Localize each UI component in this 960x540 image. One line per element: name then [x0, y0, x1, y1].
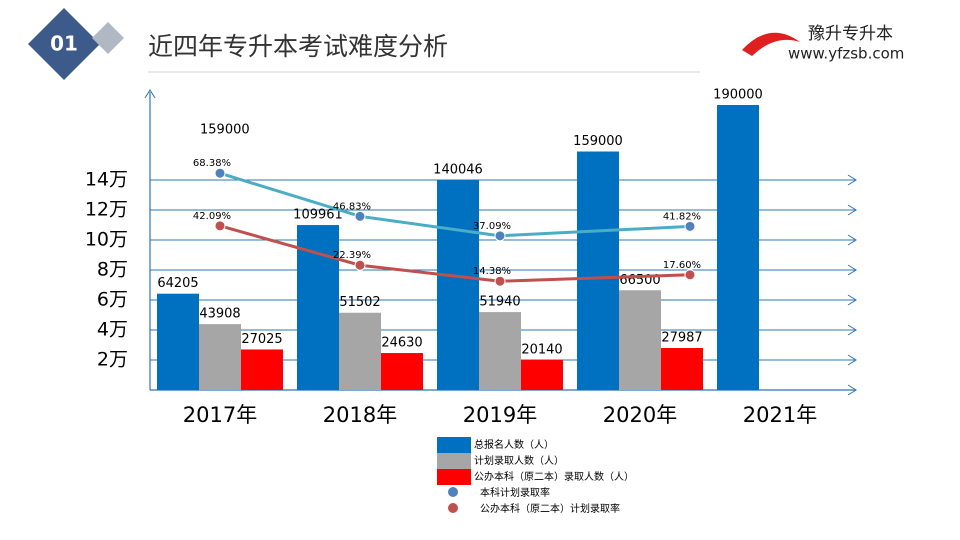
x-tick-label: 2017年 — [183, 403, 257, 427]
x-tick-label: 2019年 — [463, 403, 537, 427]
y-axis-arrow — [144, 89, 156, 99]
bar — [339, 312, 381, 390]
grid-arrow — [847, 324, 857, 336]
badge-diamond — [28, 8, 100, 80]
legend-swatch — [448, 503, 458, 513]
line-value-label: 42.09% — [193, 211, 231, 222]
bar-value-label: 51940 — [479, 295, 520, 310]
legend-label: 公办本科（原二本）录取人数（人） — [474, 470, 634, 483]
legend-label: 总报名人数（人） — [474, 438, 554, 451]
bar-value-label: 109961 — [293, 208, 343, 223]
y-tick-label: 6万 — [97, 289, 128, 311]
bar-value-label: 27025 — [241, 332, 282, 347]
bar-value-label: 64205 — [157, 276, 198, 291]
bar-value-label: 20140 — [521, 342, 562, 357]
line-marker — [214, 220, 226, 232]
logo-url: www.yfzsb.com — [788, 45, 904, 63]
y-tick-label: 4万 — [97, 319, 128, 341]
badge-deco — [92, 22, 124, 54]
grid-arrow — [847, 354, 857, 366]
legend-swatch — [437, 437, 471, 453]
y-tick-label: 2万 — [97, 349, 128, 371]
line-marker — [684, 269, 696, 281]
grid-arrow — [847, 174, 857, 186]
bar — [241, 349, 283, 390]
line-value-label: 22.39% — [333, 250, 371, 261]
grid-arrow — [847, 234, 857, 246]
grid-arrow — [847, 294, 857, 306]
bar-value-label: 190000 — [713, 88, 763, 103]
line-value-label: 41.82% — [663, 211, 701, 222]
legend-swatch — [437, 469, 471, 485]
line-marker — [494, 275, 506, 287]
bar — [381, 353, 423, 390]
bar — [199, 324, 241, 390]
bar-value-label: 140046 — [433, 162, 483, 177]
x-tick-label: 2021年 — [743, 403, 817, 427]
legend-label: 公办本科（原二本）计划录取率 — [480, 502, 620, 515]
bar — [437, 179, 479, 390]
line-marker — [354, 259, 366, 271]
y-tick-label: 8万 — [97, 259, 128, 281]
grid-arrow — [847, 264, 857, 276]
x-tick-label: 2018年 — [323, 403, 397, 427]
logo-text: 豫升专升本 — [808, 24, 893, 44]
slide-title: 近四年专升本考试难度分析 — [148, 32, 448, 61]
line-marker — [494, 230, 506, 242]
line-value-label: 68.38% — [193, 158, 231, 169]
bar-value-label: 43908 — [199, 307, 240, 322]
line-value-label: 46.83% — [333, 201, 371, 212]
bar-value-label: 159000 — [573, 134, 623, 149]
bar — [521, 359, 563, 390]
bar — [717, 105, 759, 390]
bar-value-label: 51502 — [339, 295, 380, 310]
badge-text: 01 — [50, 32, 78, 56]
grid-arrow — [847, 204, 857, 216]
line — [219, 224, 691, 283]
line-value-label: 14.38% — [473, 266, 511, 277]
legend-swatch — [437, 453, 471, 469]
line-value-label: 37.09% — [473, 221, 511, 232]
annotation: 159000 — [200, 123, 250, 138]
legend-swatch — [448, 487, 458, 497]
legend-label: 计划录取人数（人） — [474, 454, 564, 467]
bar — [619, 290, 661, 390]
line-marker — [214, 167, 226, 179]
x-tick-label: 2020年 — [603, 403, 677, 427]
y-tick-label: 14万 — [85, 169, 128, 191]
logo-mark — [742, 32, 800, 56]
line-value-label: 17.60% — [663, 260, 701, 271]
line-marker — [684, 220, 696, 232]
bar — [157, 293, 199, 390]
bar — [577, 151, 619, 390]
bar — [661, 348, 703, 390]
legend-label: 本科计划录取率 — [480, 486, 550, 499]
bar — [479, 312, 521, 390]
bar-value-label: 24630 — [381, 336, 422, 351]
line-marker — [354, 210, 366, 222]
y-tick-label: 12万 — [85, 199, 128, 221]
y-tick-label: 10万 — [85, 229, 128, 251]
x-axis-arrow — [847, 384, 857, 396]
line — [219, 171, 691, 238]
bar-value-label: 27987 — [661, 331, 702, 346]
